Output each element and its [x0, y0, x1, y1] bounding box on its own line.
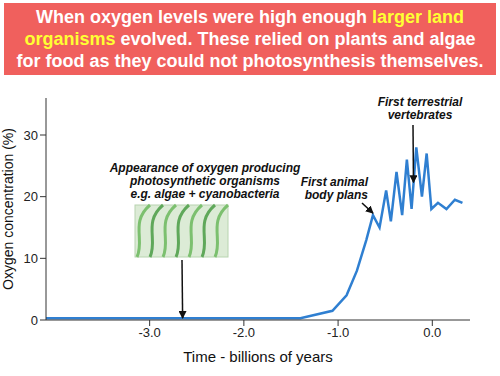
svg-text:Time - billions of years: Time - billions of years — [183, 348, 333, 365]
svg-text:Oxygen concentration (%): Oxygen concentration (%) — [0, 128, 16, 290]
svg-text:vertebrates: vertebrates — [388, 108, 453, 122]
svg-text:-2.0: -2.0 — [233, 325, 255, 340]
svg-text:0: 0 — [31, 313, 38, 328]
svg-text:photosynthetic organisms: photosynthetic organisms — [129, 174, 280, 188]
svg-text:-1.0: -1.0 — [327, 325, 349, 340]
svg-text:body plans: body plans — [305, 188, 369, 202]
svg-text:10: 10 — [24, 251, 38, 266]
svg-text:-3.0: -3.0 — [138, 325, 160, 340]
svg-text:First animal: First animal — [301, 175, 369, 189]
svg-text:e.g. algae + cyanobacteria: e.g. algae + cyanobacteria — [130, 187, 279, 201]
html-text:When oxygen levels were high e: When oxygen levels were high enough larg… — [16, 7, 484, 71]
svg-text:20: 20 — [24, 189, 38, 204]
svg-text:30: 30 — [24, 128, 38, 143]
svg-text:0.0: 0.0 — [423, 325, 441, 340]
svg-text:Appearance of oxygen producing: Appearance of oxygen producing — [109, 161, 301, 175]
svg-text:First terrestrial: First terrestrial — [378, 95, 463, 109]
